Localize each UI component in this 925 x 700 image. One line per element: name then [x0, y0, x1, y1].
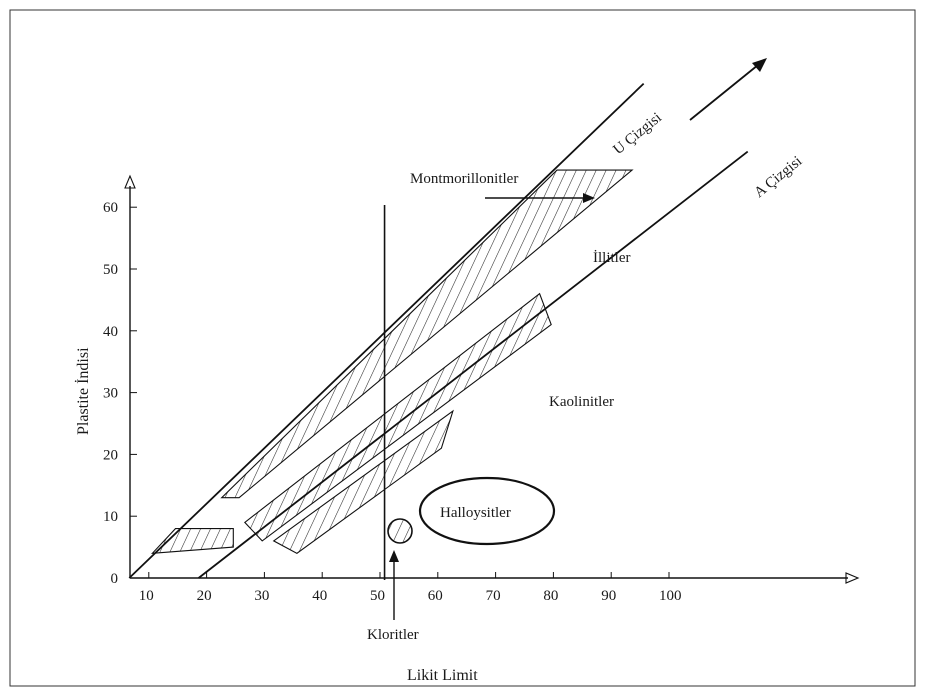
- x-tick-label: 70: [486, 588, 501, 604]
- chlorite-marker: [387, 518, 413, 544]
- y-tick-label: 10: [103, 509, 118, 525]
- x-tick-label: 60: [428, 588, 443, 604]
- clay-bands: [151, 169, 634, 554]
- y-axis-title: Plastite İndisi: [74, 347, 92, 435]
- band-montmorillonitler: [220, 169, 634, 499]
- y-tick-label: 60: [103, 200, 118, 216]
- chlorite-label: Kloritler: [367, 627, 419, 643]
- x-tick-label: 10: [139, 588, 154, 604]
- y-tick-label: 40: [103, 324, 118, 340]
- band-i-llitler: [243, 292, 552, 542]
- band-kaolinitler: [272, 409, 454, 554]
- a-line: [198, 150, 749, 579]
- y-tick-label: 20: [103, 447, 118, 463]
- axes: 10 20 30 40 50 60 70 80 90 100 0 10 20 30 40 50 60: [103, 174, 860, 604]
- u-line: [128, 82, 645, 579]
- x-tick-label: 20: [197, 588, 212, 604]
- x-tick-label: 40: [312, 588, 327, 604]
- chlorite-pointer: [389, 550, 399, 620]
- y-tick-label: 50: [103, 262, 118, 278]
- x-axis-arrow: [845, 572, 860, 584]
- x-tick-label: 90: [601, 588, 616, 604]
- illite-label: İllitler: [593, 250, 631, 266]
- kaolinite-label: Kaolinitler: [549, 394, 614, 410]
- montmorillonite-label: Montmorillonitler: [410, 171, 518, 187]
- x-tick-label: 80: [543, 588, 558, 604]
- y-tick-label: 30: [103, 386, 118, 402]
- x-tick-label: 100: [659, 588, 682, 604]
- trend-arrow: [689, 58, 767, 121]
- u-line-label: U Çizgisi: [610, 110, 664, 158]
- montmorillonite-pointer: [485, 193, 595, 203]
- y-tick-label: 0: [111, 571, 119, 587]
- band-kloritler: [151, 528, 234, 554]
- x-axis-title: Likit Limit: [407, 667, 478, 684]
- a-line-label: A Çizgisi: [751, 153, 805, 201]
- x-tick-label: 50: [370, 588, 385, 604]
- chart-border: [9, 9, 916, 687]
- halloysite-label: Halloysitler: [440, 505, 511, 521]
- x-tick-label: 30: [254, 588, 269, 604]
- y-axis-arrow: [124, 174, 136, 189]
- halloysite-ellipse: [418, 476, 556, 546]
